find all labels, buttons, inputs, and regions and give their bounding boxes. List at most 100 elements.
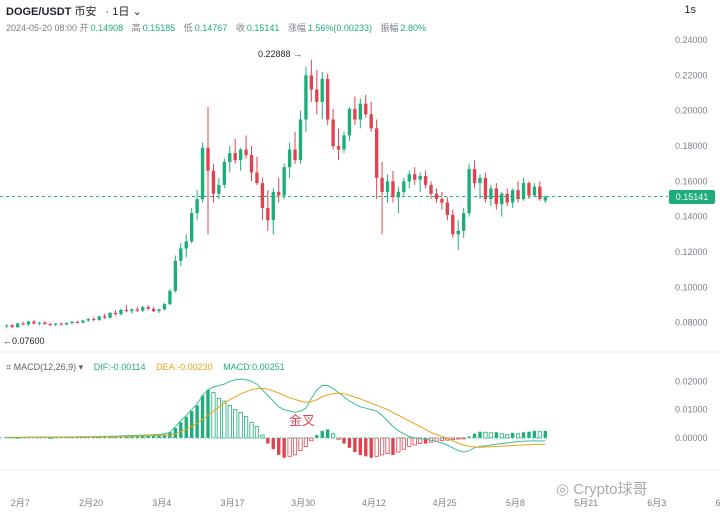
macd-histogram-bar bbox=[505, 434, 510, 439]
close-value: 0.15141 bbox=[246, 23, 280, 33]
candle-body bbox=[277, 191, 281, 196]
candle-body bbox=[364, 103, 368, 115]
candle-body bbox=[179, 248, 183, 261]
candle-body bbox=[141, 307, 145, 311]
macd-histogram-bar bbox=[478, 431, 482, 438]
candle-body bbox=[538, 186, 542, 200]
macd-histogram-bar bbox=[309, 437, 314, 442]
macd-histogram-bar bbox=[277, 437, 281, 455]
x-tick-label: 6月3 bbox=[647, 498, 666, 508]
macd-histogram-bar bbox=[162, 434, 167, 438]
dea-line bbox=[6, 387, 546, 448]
macd-histogram-bar bbox=[179, 422, 183, 438]
macd-histogram-bar bbox=[456, 437, 461, 440]
candle-body bbox=[168, 290, 172, 305]
candle-body bbox=[494, 188, 499, 205]
candle-body bbox=[451, 214, 455, 235]
candle-body bbox=[347, 108, 352, 136]
candle-body bbox=[505, 193, 509, 203]
macd-histogram-bar bbox=[483, 431, 488, 439]
macd-histogram-bar bbox=[130, 435, 134, 438]
price-tick-label: 0.08000 bbox=[675, 318, 708, 328]
macd-histogram-bar bbox=[412, 437, 417, 446]
macd-histogram-bar bbox=[173, 428, 178, 438]
candle-body bbox=[336, 146, 341, 150]
candle-body bbox=[396, 191, 401, 198]
candle-body bbox=[64, 322, 69, 325]
macd-histogram-bar bbox=[135, 435, 139, 438]
candle-body bbox=[151, 308, 156, 312]
candle-body bbox=[445, 202, 450, 215]
macd-histogram-bar bbox=[97, 436, 101, 438]
close-label: 收 bbox=[235, 23, 245, 33]
resolution-toggle[interactable]: 1s bbox=[684, 4, 696, 16]
candle-body bbox=[21, 323, 25, 325]
candle-body bbox=[271, 191, 275, 221]
macd-histogram-bar bbox=[157, 435, 161, 438]
candle-body bbox=[423, 176, 428, 185]
ohlc-date: 2024-05-20 08:00 bbox=[6, 23, 78, 33]
candle-body bbox=[331, 119, 335, 147]
candle-body bbox=[26, 321, 31, 325]
high-annotation: 0.22888 bbox=[258, 49, 291, 59]
chevron-down-icon[interactable]: ⌄ bbox=[132, 6, 142, 18]
indicator-icon[interactable]: ⌗ bbox=[6, 362, 12, 372]
candle-body bbox=[124, 309, 129, 312]
change-label: 涨幅 bbox=[287, 23, 306, 33]
candle-body bbox=[53, 323, 58, 325]
candle-body bbox=[189, 213, 194, 242]
macd-histogram-bar bbox=[423, 437, 428, 444]
candle-body bbox=[59, 323, 63, 325]
candle-body bbox=[113, 312, 118, 315]
candle-body bbox=[298, 119, 303, 161]
x-tick-label: 6月16 bbox=[716, 498, 720, 508]
candle-body bbox=[293, 149, 297, 161]
price-tick-label: 0.20000 bbox=[675, 106, 708, 116]
candle-body bbox=[500, 193, 504, 205]
candle-body bbox=[233, 153, 237, 161]
dea-value: -0.00230 bbox=[177, 362, 213, 372]
symbol-label[interactable]: DOGE/USDT bbox=[6, 6, 72, 18]
macd-histogram-bar bbox=[472, 433, 477, 438]
x-tick-label: 3月4 bbox=[152, 498, 171, 508]
macd-name[interactable]: MACD(12,26,9) bbox=[13, 362, 77, 372]
interval-selector[interactable]: · 1日 bbox=[105, 6, 130, 18]
candle-body bbox=[353, 108, 357, 120]
macd-histogram-bar bbox=[238, 412, 243, 439]
x-tick-label: 5月21 bbox=[574, 498, 598, 508]
dif-line bbox=[6, 378, 546, 453]
high-label: 高 bbox=[131, 23, 141, 33]
macd-histogram-bar bbox=[184, 416, 188, 438]
open-value: 0.14908 bbox=[90, 23, 124, 33]
candle-body bbox=[472, 168, 477, 184]
candle-body bbox=[369, 114, 373, 129]
candle-body bbox=[527, 183, 531, 196]
macd-histogram-bar bbox=[92, 436, 96, 438]
price-tick-label: 0.16000 bbox=[675, 176, 708, 186]
candle-body bbox=[37, 322, 42, 324]
macd-histogram-bar bbox=[396, 437, 401, 453]
macd-histogram-bar bbox=[543, 430, 547, 438]
low-label: 低 bbox=[183, 23, 193, 33]
watermark: ◎ Crypto球哥 bbox=[556, 478, 647, 499]
price-tick-label: 0.10000 bbox=[675, 282, 708, 292]
chevron-down-icon[interactable]: ▾ bbox=[78, 362, 84, 372]
macd-histogram-bar bbox=[206, 389, 210, 438]
candle-body bbox=[48, 324, 52, 326]
macd-histogram-bar bbox=[266, 437, 270, 444]
chart-header: DOGE/USDT 币安 · 1日 ⌄ bbox=[6, 3, 142, 19]
candle-body bbox=[516, 190, 520, 200]
candle-body bbox=[434, 193, 439, 200]
macd-histogram-bar bbox=[342, 437, 346, 444]
low-arrow-icon: ← bbox=[3, 336, 12, 346]
macd-histogram-bar bbox=[249, 421, 254, 439]
candle-body bbox=[200, 147, 205, 200]
macd-histogram-bar bbox=[211, 392, 216, 439]
change-value: 1.56%(0.00233) bbox=[307, 23, 372, 33]
macd-tick-label: 0.02000 bbox=[675, 376, 708, 386]
macd-histogram-bar bbox=[336, 437, 341, 440]
candle-body bbox=[407, 174, 411, 182]
candle-body bbox=[461, 213, 466, 231]
candle-body bbox=[102, 316, 107, 318]
